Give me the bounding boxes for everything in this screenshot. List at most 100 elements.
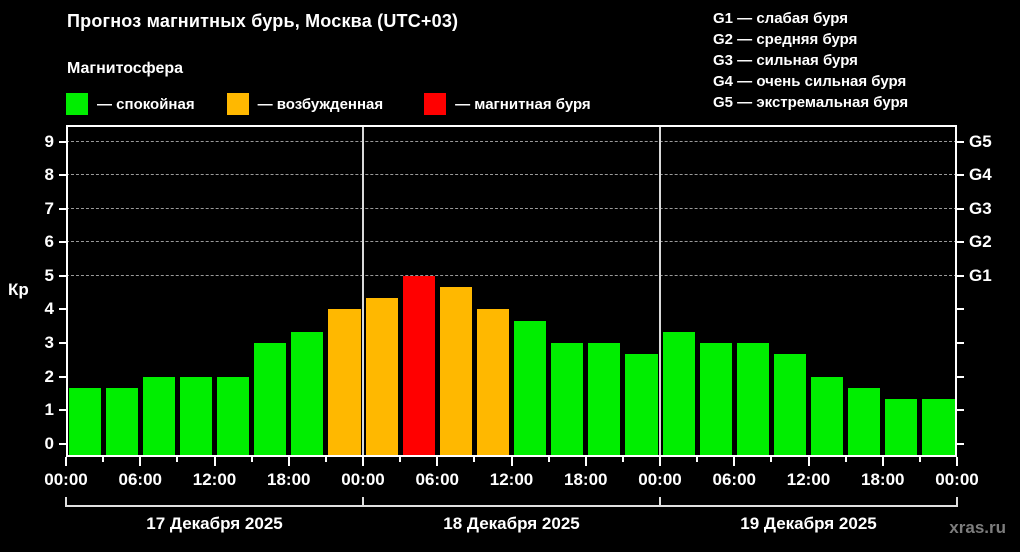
y-axis-tick-left — [59, 274, 66, 277]
x-axis-minor-tick — [102, 457, 105, 462]
y-axis-tick-right — [957, 140, 964, 143]
x-tick-label: 06:00 — [118, 470, 162, 489]
day-separator — [659, 125, 661, 457]
x-tick-label: 12:00 — [489, 470, 534, 489]
kp-bar — [291, 331, 324, 457]
y-axis-tick-left — [59, 308, 66, 311]
kp-bar — [885, 398, 918, 457]
x-axis-major-tick — [213, 457, 216, 466]
g-scale-legend: G1 — слабая буря G2 — средняя буря G3 — си… — [713, 8, 908, 113]
x-tick-label: 18:00 — [267, 470, 311, 489]
kp-bar — [105, 387, 138, 457]
y-axis-tick-left — [59, 174, 66, 177]
y-tick-label: 3 — [44, 332, 54, 352]
x-tick-label: 06:00 — [415, 470, 459, 489]
x-axis-major-tick — [659, 457, 661, 466]
x-axis-major-tick — [584, 457, 587, 466]
x-tick-label: 00:00 — [44, 470, 88, 489]
y-axis-tick-right — [957, 174, 964, 177]
x-axis-minor-tick — [621, 457, 624, 462]
x-axis-minor-tick — [473, 457, 476, 462]
x-axis-minor-tick — [176, 457, 179, 462]
y-tick-label: 0 — [44, 433, 54, 453]
kp-bar — [68, 387, 101, 457]
date-axis-tick — [659, 497, 661, 507]
g-legend-line-4: G4 — очень сильная буря — [713, 73, 907, 90]
y-axis-tick-right — [957, 341, 964, 344]
x-axis-major-tick — [139, 457, 142, 466]
y-axis-tick-left — [59, 207, 66, 210]
kp-bar — [328, 309, 361, 457]
y-tick-label: 4 — [44, 299, 54, 319]
x-axis-minor-tick — [918, 457, 921, 462]
y-axis-tick-right — [957, 375, 964, 378]
x-axis-major-tick — [510, 457, 513, 466]
y-tick-label: 8 — [44, 165, 54, 185]
x-tick-label: 06:00 — [712, 470, 756, 489]
g-axis-label: G5 — [969, 131, 992, 151]
g-legend-line-1: G1 — слабая буря — [713, 10, 849, 27]
y-axis-tick-left — [59, 341, 66, 344]
y-axis-tick-right — [957, 207, 964, 210]
kp-bar — [217, 376, 250, 457]
plot-area — [66, 125, 957, 457]
gridline-kp-5 — [66, 274, 957, 276]
x-axis-minor-tick — [696, 457, 699, 462]
x-tick-label: 12:00 — [786, 470, 831, 489]
y-axis-tick-left — [59, 409, 66, 412]
watermark: xras.ru — [949, 518, 1006, 537]
kp-bar — [736, 342, 769, 457]
quiet-color-swatch — [66, 93, 88, 115]
kp-bar — [514, 320, 547, 457]
storm-color-swatch — [424, 93, 447, 115]
kp-bar — [254, 342, 287, 457]
x-axis-major-tick — [956, 457, 958, 466]
y-tick-label: 7 — [44, 198, 54, 218]
x-axis-major-tick — [881, 457, 884, 466]
legend-label-storm: — магнитная буря — [455, 95, 591, 113]
kp-bar — [142, 376, 175, 457]
x-tick-label: 00:00 — [935, 470, 979, 489]
kp-bar — [662, 331, 695, 457]
g-axis-label: G4 — [969, 165, 992, 185]
y-axis-tick-left — [59, 241, 66, 244]
day-label: 18 Декабря 2025 — [443, 514, 580, 533]
y-axis-tick-left — [59, 442, 66, 445]
x-axis-minor-tick — [399, 457, 402, 462]
x-tick-label: 18:00 — [861, 470, 905, 489]
g-axis-label: G1 — [969, 265, 992, 285]
y-axis-tick-left — [59, 140, 66, 143]
x-axis-major-tick — [436, 457, 439, 466]
legend-item-storm: — магнитная буря — [424, 93, 591, 115]
y-tick-label: 9 — [44, 131, 54, 151]
gridline-kp-8 — [66, 174, 957, 176]
legend-label-quiet: — спокойная — [97, 95, 195, 113]
legend-item-quiet: — спокойная — [66, 93, 195, 115]
y-axis-tick-right — [957, 241, 964, 244]
g-axis-label: G2 — [969, 232, 992, 252]
legend-item-excited: — возбужденная — [226, 93, 383, 115]
kp-bar — [476, 309, 509, 457]
kp-bar — [365, 298, 398, 457]
y-axis-tick-right — [957, 409, 964, 412]
y-axis-tick-left — [59, 375, 66, 378]
g-legend-line-5: G5 — экстремальная буря — [713, 94, 909, 111]
x-axis-minor-tick — [844, 457, 847, 462]
y-axis-tick-right — [957, 308, 964, 311]
x-axis-minor-tick — [547, 457, 550, 462]
kp-bar — [551, 342, 584, 457]
x-tick-label: 18:00 — [564, 470, 608, 489]
y-tick-label: 5 — [44, 265, 54, 285]
date-axis-tick — [362, 497, 364, 507]
date-axis-tick — [956, 497, 958, 507]
kp-bar — [773, 354, 806, 457]
x-axis-minor-tick — [770, 457, 773, 462]
y-tick-label: 2 — [44, 366, 54, 386]
kp-bar — [811, 376, 844, 457]
kp-bar — [439, 286, 472, 457]
chart-title: Прогноз магнитных бурь, Москва (UTC+03) — [67, 11, 459, 31]
y-axis-tick-right — [957, 274, 964, 277]
g-legend-line-2: G2 — средняя буря — [713, 31, 858, 48]
x-tick-label: 00:00 — [341, 470, 385, 489]
